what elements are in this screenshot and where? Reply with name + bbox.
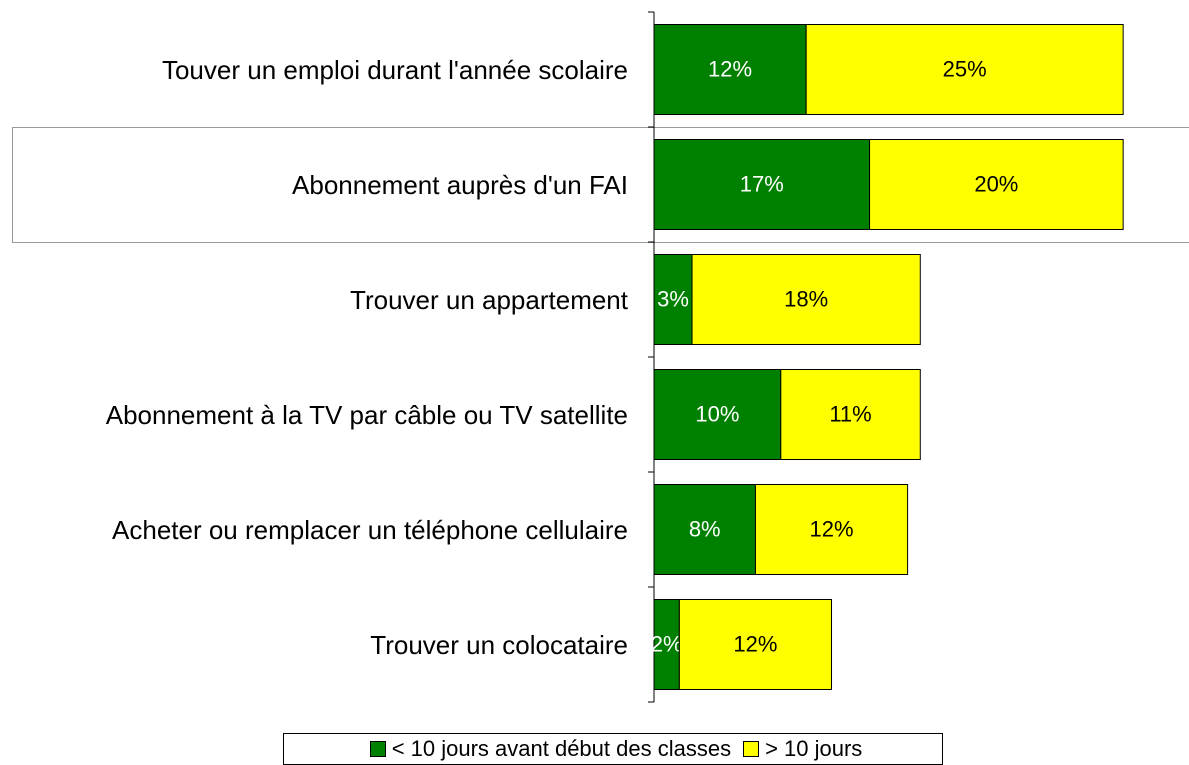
value-label: 11% bbox=[829, 401, 871, 426]
value-label: 12% bbox=[733, 631, 777, 656]
value-label: 25% bbox=[943, 56, 987, 81]
bar-segment bbox=[691, 254, 921, 345]
category-label: Touver un emploi durant l'année scolaire bbox=[161, 54, 628, 85]
value-label: 3% bbox=[657, 286, 689, 311]
bar-segment bbox=[869, 139, 1124, 230]
value-label: 12% bbox=[809, 516, 853, 541]
category-label: Trouver un colocataire bbox=[370, 629, 628, 660]
value-label: 12% bbox=[708, 56, 752, 81]
bar-segment bbox=[653, 484, 756, 575]
bar-segment bbox=[754, 484, 909, 575]
chart: 12% 25% 17% 20% 3% 18% 10% 11% 8% 12% 2% 12% bbox=[648, 11, 1124, 703]
highlight-box bbox=[12, 127, 1189, 243]
category-label: Abonnement à la TV par câble ou TV satel… bbox=[105, 399, 628, 430]
bar-segment bbox=[653, 139, 871, 230]
bar-segment bbox=[678, 599, 833, 690]
bar-segment bbox=[805, 24, 1124, 115]
value-label: 8% bbox=[689, 516, 721, 541]
category-label: Trouver un appartement bbox=[350, 284, 628, 315]
value-label: 20% bbox=[974, 171, 1018, 196]
legend-swatch bbox=[369, 741, 386, 757]
bar-segment bbox=[653, 599, 680, 690]
bar-segment bbox=[653, 254, 693, 345]
bar-segment bbox=[780, 369, 921, 460]
category-label: Abonnement auprès d'un FAI bbox=[292, 169, 628, 200]
value-label: 2% bbox=[651, 631, 683, 656]
bar-segment bbox=[653, 369, 782, 460]
legend-label: > 10 jours bbox=[765, 736, 863, 761]
category-label: Acheter ou remplacer un téléphone cellul… bbox=[112, 514, 628, 545]
value-label: 18% bbox=[784, 286, 828, 311]
value-label: 17% bbox=[740, 171, 784, 196]
legend: < 10 jours avant début des classes > 10 j… bbox=[283, 733, 943, 765]
value-label: 10% bbox=[695, 401, 739, 426]
legend-swatch bbox=[743, 741, 760, 757]
legend-label: < 10 jours avant début des classes bbox=[391, 736, 732, 761]
